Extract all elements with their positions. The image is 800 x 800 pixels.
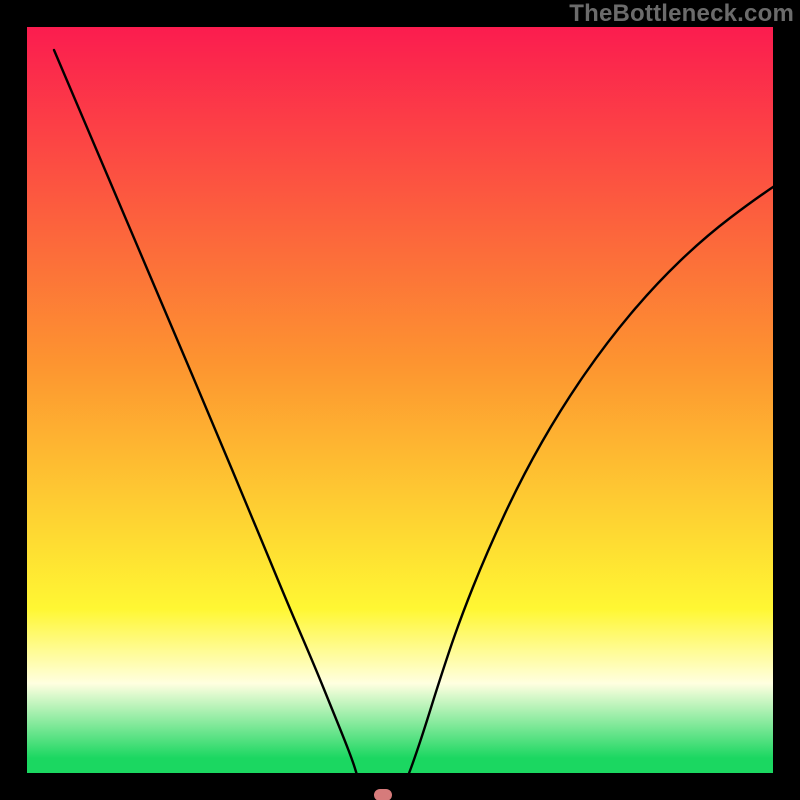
curve-svg — [27, 27, 773, 773]
bottleneck-marker — [374, 789, 392, 800]
chart-root: TheBottleneck.com — [0, 0, 800, 800]
watermark-text: TheBottleneck.com — [569, 0, 800, 26]
plot-area — [27, 27, 773, 773]
v-curve — [54, 50, 800, 797]
